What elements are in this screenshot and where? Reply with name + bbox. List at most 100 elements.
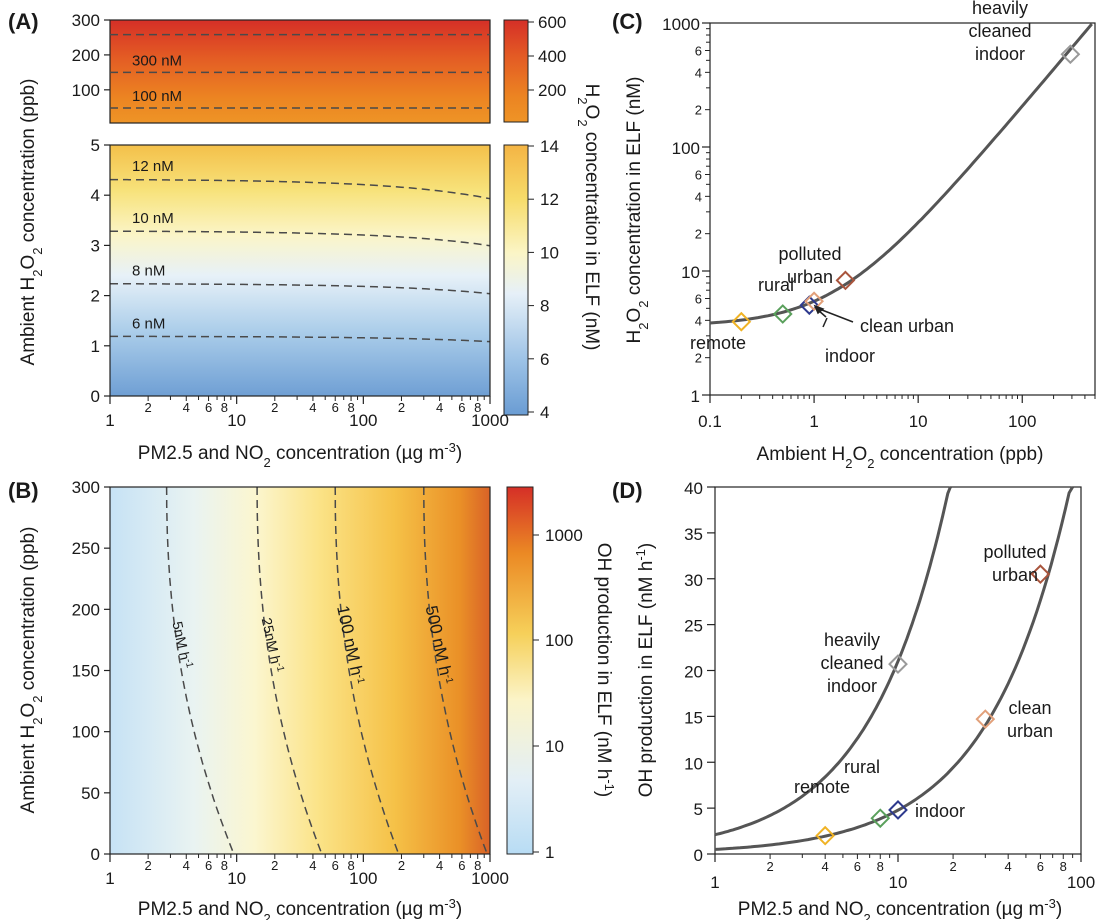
contour-line — [423, 487, 488, 855]
x-minor-label: 6 — [332, 400, 339, 415]
colorbar-tick-label: 100 — [545, 631, 573, 650]
contour-label: 12 nM — [132, 158, 174, 175]
x-minor-label: 8 — [877, 859, 884, 874]
y-minor-label: 4 — [695, 189, 702, 204]
x-tick-label: 1 — [105, 411, 114, 430]
data-point-label: heavily — [972, 0, 1028, 18]
y-axis-title: Ambient H2O2 concentration (ppb) — [18, 527, 45, 814]
x-minor-label: 6 — [205, 858, 212, 873]
panel-a-top-heatmap — [109, 19, 491, 124]
y-minor-label: 2 — [695, 351, 702, 366]
panel-b-colorbar-ticks: 1 10 100 1000 OH production in ELF (nM h-1) — [533, 526, 618, 862]
data-point-marker — [815, 825, 836, 846]
colorbar-tick-label: 1000 — [545, 526, 583, 545]
colorbar-tick-label: 10 — [540, 243, 559, 262]
y-tick-label: 5 — [694, 800, 703, 819]
x-minor-label: 4 — [309, 400, 316, 415]
contour-label: 300 nM — [132, 52, 182, 69]
panel-c-label: (C) — [612, 9, 643, 34]
x-tick-label: 1 — [710, 873, 719, 892]
x-tick-label: 100 — [349, 411, 377, 430]
panel-a-top-contours: 300 nM 100 nM — [110, 33, 490, 109]
colorbar-title: H2O2 concentration in ELF (nM) — [576, 84, 603, 351]
colorbar-tick-label: 12 — [540, 190, 559, 209]
data-point-marker — [888, 654, 908, 674]
y-tick-label: 100 — [672, 139, 700, 158]
contour-label: 10 nM — [132, 210, 174, 227]
x-minor-label: 8 — [474, 400, 481, 415]
data-point-label: clean urban — [860, 316, 954, 336]
y-tick-label: 1 — [691, 387, 700, 406]
x-tick-label: 1000 — [471, 411, 509, 430]
panel-d-label: (D) — [612, 478, 643, 503]
data-point-label: indoor — [827, 676, 877, 696]
data-point-label: indoor — [975, 44, 1025, 64]
x-minor-label: 4 — [1005, 859, 1012, 874]
y-tick-label: 250 — [72, 539, 100, 558]
panel-a-colorbar-ticks: 200 400 600 4 6 8 10 12 14 H2O2 concentration in … — [528, 13, 602, 422]
y-minor-label: 4 — [695, 313, 702, 328]
data-point-label: urban — [1007, 721, 1053, 741]
y-tick-label: 15 — [684, 708, 703, 727]
contour-label: 8 nM — [132, 263, 165, 280]
y-tick-label: 200 — [72, 46, 100, 65]
x-minor-label: 4 — [436, 400, 443, 415]
y-tick-label: 25 — [684, 617, 703, 636]
panel-a-label: (A) — [8, 9, 39, 34]
x-tick-label: 1 — [809, 412, 818, 431]
y-axis-title: Ambient H2O2 concentration (ppb) — [18, 79, 45, 366]
data-point-label: remote — [690, 333, 746, 353]
x-minor-label: 2 — [145, 400, 152, 415]
contour-line — [165, 486, 235, 855]
data-point-label: rural — [844, 757, 880, 777]
contour-line — [110, 335, 491, 343]
colorbar-tick-label: 1 — [545, 843, 554, 862]
y-tick-label: 1000 — [662, 15, 700, 34]
colorbar-tick-label: 600 — [538, 13, 566, 32]
x-minor-label: 4 — [183, 858, 190, 873]
y-tick-label: 10 — [684, 754, 703, 773]
x-minor-label: 6 — [1037, 859, 1044, 874]
panel-a-bottom-heatmap — [110, 145, 490, 396]
contour-line — [110, 178, 491, 200]
data-point-label: urban — [787, 267, 833, 287]
panel-c-axes: 1 10 100 1000 2 4 6 2 4 6 2 4 6 0.1 1 10 100 Ambient H2O2… — [624, 15, 1096, 471]
colorbar-tick-label: 8 — [540, 297, 549, 316]
panel-a-bottom-contours: 12 nM 10 nM 8 nM 6 nM — [110, 158, 491, 343]
panel-d: (D) 0 5 10 15 20 25 30 35 40 2 4 6 8 2 4 6 8 1 10 100 PM2.5 … — [612, 478, 1095, 920]
y-minor-label: 2 — [695, 227, 702, 242]
contour-label: 100 nM — [132, 88, 182, 105]
data-point-label: rural — [758, 275, 794, 295]
y-tick-label: 4 — [91, 186, 100, 205]
y-tick-label: 10 — [681, 263, 700, 282]
x-minor-label: 6 — [205, 400, 212, 415]
panel-d-curve-lower — [714, 486, 1074, 851]
data-point-label: cleaned — [968, 21, 1031, 41]
x-tick-label: 100 — [349, 869, 377, 888]
x-minor-label: 8 — [347, 858, 354, 873]
x-minor-label: 8 — [221, 400, 228, 415]
y-minor-label: 4 — [695, 65, 702, 80]
data-point-marker — [1060, 44, 1081, 65]
data-point-marker — [888, 800, 908, 820]
y-minor-label: 6 — [695, 168, 702, 183]
contour-line — [110, 283, 491, 295]
contour-line — [334, 486, 400, 855]
colorbar-title: OH production in ELF (nM h-1) — [593, 543, 618, 797]
contour-line — [256, 487, 323, 855]
data-point-marker — [835, 270, 856, 291]
data-point-label: indoor — [915, 801, 965, 821]
y-tick-label: 0 — [91, 845, 100, 864]
x-tick-label: 1 — [105, 869, 114, 888]
contour-line — [110, 230, 491, 247]
y-tick-label: 300 — [72, 11, 100, 30]
x-minor-label: 6 — [458, 858, 465, 873]
colorbar-tick-label: 400 — [538, 47, 566, 66]
x-minor-label: 8 — [347, 400, 354, 415]
data-point-marker — [1030, 564, 1051, 585]
panel-b-heatmap — [110, 487, 490, 854]
x-axis-title: PM2.5 and NO2 concentration (µg m-3) — [138, 440, 462, 470]
panel-c: (C) 1 10 100 1000 2 4 6 2 4 6 2 4 6 0.1 1 10 100 Ambient … — [612, 0, 1096, 471]
